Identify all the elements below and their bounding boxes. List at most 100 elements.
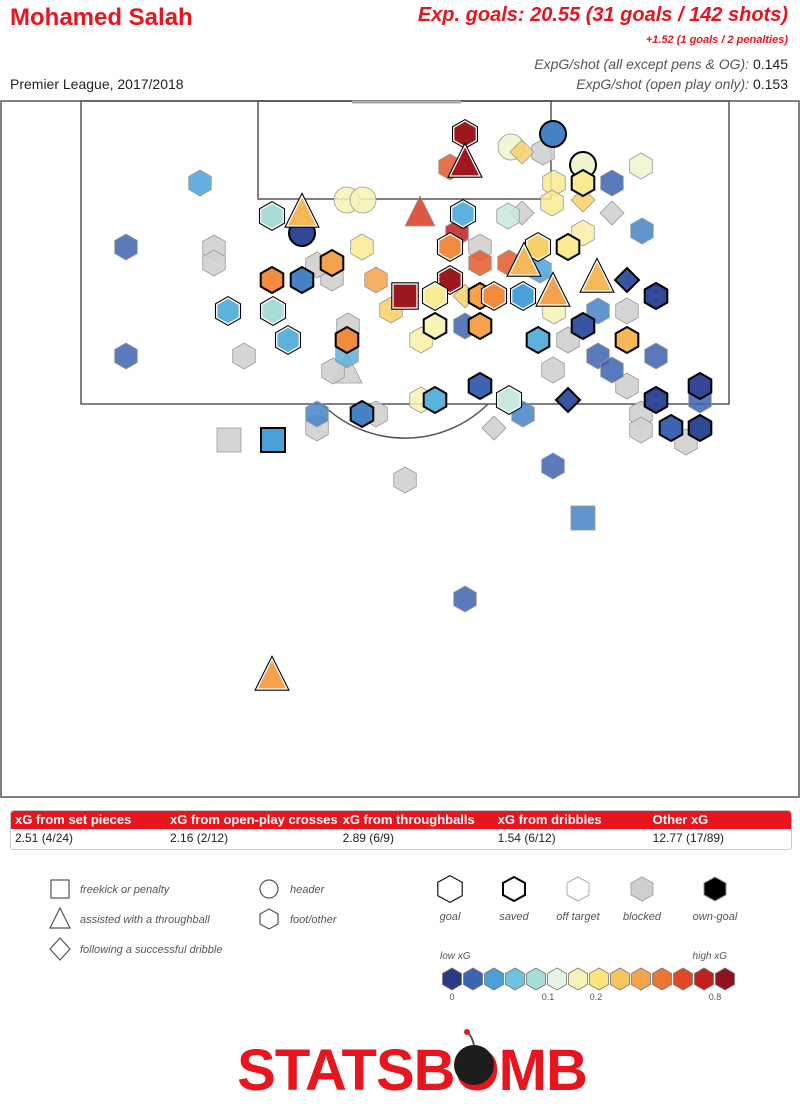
scale-tick-0: 0 [449,992,454,1002]
shot-marker [404,195,436,227]
shot-marker [540,189,564,217]
shot-hexagon-goal [421,280,449,312]
xg-breakdown-table: xG from set pieces xG from open-play cro… [10,810,792,850]
shot-square-blocked [216,427,242,453]
saved-outcome-icon [502,875,526,903]
header-crosses: xG from open-play crosses [170,812,338,827]
shot-diamond-saved [613,266,641,294]
shot-marker-inner [285,194,319,227]
shot-marker-inner [438,233,462,261]
logo-bomb-icon [454,1045,494,1085]
penalty-arc [321,403,489,439]
shot-marker [599,200,625,226]
header-other: Other xG [652,812,709,827]
shot-hexagon-goal [259,295,287,327]
scale-swatch [547,967,567,991]
shot-marker [453,585,477,613]
own-goal-outcome-icon [703,876,727,902]
shot-hexagon-blocked [629,416,653,444]
xg-per-shot-open: ExpG/shot (open play only): 0.153 [576,76,788,92]
shot-hexagon-blocked [202,249,226,277]
xg-per-shot-open-label: ExpG/shot (open play only): [576,76,750,92]
shot-map-pitch [0,100,800,798]
shot-marker [509,139,535,165]
logo-text: STATSBOMB [237,1038,587,1094]
shot-hexagon-saved [467,371,493,401]
shot-hexagon-off [364,266,388,294]
xg-color-scale [442,967,735,991]
shot-hexagon-off [453,585,477,613]
shot-hexagon-saved [687,413,713,443]
shot-marker [422,311,448,341]
shot-marker-inner [392,283,418,309]
shot-marker [334,325,360,355]
legend-shapes [49,879,279,961]
legend: freekick or penalty assisted with a thro… [49,875,738,1002]
shot-marker [600,169,624,197]
shot-marker [260,427,286,453]
shot-hexagon-goal [258,200,286,232]
shot-hexagon-saved [570,311,596,341]
scale-tick-3: 0.8 [709,992,722,1002]
shot-hexagon-saved [422,385,448,415]
shot-hexagon-goal [274,324,302,356]
diamond-icon [49,937,71,961]
shot-hexagon-off [188,169,212,197]
legend-label-own-goal: own-goal [693,911,738,923]
value-dribbles: 1.54 (6/12) [497,831,556,845]
shot-hexagon-off [468,249,492,277]
scale-swatch [568,967,588,991]
shot-circle-saved [539,120,567,148]
shot-marker-inner [497,386,521,414]
scale-swatch [505,967,525,991]
scale-swatch [484,967,504,991]
off-target-outcome-icon [566,876,590,902]
shot-marker [658,413,684,443]
shot-hexagon-saved [467,311,493,341]
xg-penalties: +1.52 (1 goals / 2 penalties) [645,34,788,46]
shot-marker [289,265,315,295]
shot-marker [555,232,581,262]
shot-hexagon-blocked [232,342,256,370]
legend-label-saved: saved [499,911,529,923]
shot-marker [349,399,375,429]
header-dribbles: xG from dribbles [497,812,602,827]
scale-swatch [673,967,693,991]
shot-marker [232,342,256,370]
shot-diamond-blocked [599,200,625,226]
shot-marker [570,168,596,198]
shot-marker [541,452,565,480]
shot-circle-off [349,186,377,214]
shot-marker [114,233,138,261]
shot-marker [570,311,596,341]
xg-breakdown-values: 2.51 (4/24) 2.16 (2/12) 2.89 (6/9) 1.54 … [11,829,791,849]
shot-marker [319,248,345,278]
scale-low-label: low xG [440,951,471,962]
xg-per-shot-all-value: 0.145 [752,56,788,72]
shot-hexagon-off [114,342,138,370]
shot-marker [630,217,654,245]
xg-per-shot-all: ExpG/shot (all except pens & OG): 0.145 [534,56,788,72]
legend-label-blocked: blocked [623,911,662,923]
shot-marker [541,356,565,384]
penalty-area [80,100,730,405]
shot-hexagon-off [496,202,520,230]
legend-label-hexagon: foot/other [290,914,338,926]
shot-hexagon-saved [259,265,285,295]
shot-hexagon-goal [214,295,242,327]
shot-marker [496,202,520,230]
triangle-icon [49,906,71,929]
legend-label-off-target: off target [556,911,600,923]
shot-marker [644,342,668,370]
scale-swatch [652,967,672,991]
xg-total: Exp. goals: 20.55 (31 goals / 142 shots) [417,4,788,26]
shot-hexagon-saved [525,325,551,355]
shot-marker-inner [423,282,447,310]
shot-hexagon-goal [524,231,552,263]
shot-marker [570,187,596,213]
legend-shape-labels: freekick or penalty assisted with a thro… [80,884,338,956]
shot-marker-inner [511,282,535,310]
shot-triangle-goal [506,241,542,277]
shot-hexagon-blocked [541,356,565,384]
legend-outcomes [437,875,727,903]
